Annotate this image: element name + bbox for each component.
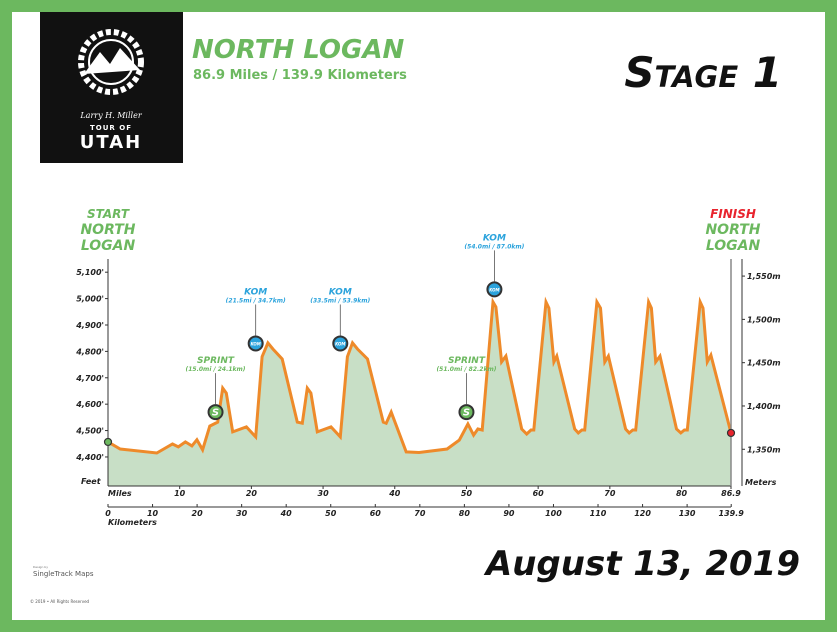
y-label-meters: Meters — [745, 478, 777, 487]
y-label-feet: Feet — [81, 477, 102, 486]
km-tick-label: 0 — [105, 509, 111, 518]
start-label-3: LOGAN — [81, 238, 136, 254]
kom-detail: (21.5mi / 34.7km) — [226, 297, 286, 304]
x-label-miles: Miles — [108, 489, 132, 498]
kom-icon-glyph: KOM — [489, 287, 499, 292]
mile-tick-label: 40 — [388, 489, 401, 498]
finish-label-2: NORTH — [705, 222, 760, 238]
sprint-detail: (51.0mi / 82.2km) — [436, 366, 496, 373]
logo-line2: UTAH — [80, 132, 143, 153]
km-tick-label: 90 — [503, 509, 515, 518]
kom-title: KOM — [244, 287, 267, 297]
tour-of-utah-logo: Larry H. Miller TOUR OF UTAH — [40, 12, 183, 163]
km-tick-label: 110 — [590, 509, 607, 518]
feet-tick-label: 4,700' — [75, 374, 104, 383]
sprint-icon-glyph: S — [463, 408, 470, 419]
sprint-icon-glyph: S — [212, 408, 219, 419]
kom-title: KOM — [329, 287, 352, 297]
finish-label-1: FINISH — [710, 207, 756, 221]
kom-detail: (54.0mi / 87.0km) — [464, 243, 524, 250]
mile-tick-label: 70 — [604, 489, 616, 498]
meter-tick-label: 1,350m — [747, 445, 781, 454]
kom-icon — [486, 281, 503, 298]
feet-tick-label: 5,100' — [76, 268, 104, 277]
sprint-icon — [458, 404, 475, 421]
feet-tick-label: 4,600' — [75, 400, 104, 409]
start-label: START NORTH LOGAN — [80, 207, 135, 254]
mile-tick-label: 80 — [676, 489, 688, 498]
mile-tick-label: 10 — [174, 489, 186, 498]
finish-marker — [726, 428, 736, 438]
kom-icon-glyph: KOM — [251, 341, 261, 346]
elevation-line — [107, 296, 733, 455]
km-tick-label: 139.9 — [719, 509, 745, 518]
start-label-2: NORTH — [80, 222, 135, 238]
mile-tick-label: 30 — [318, 489, 330, 498]
km-tick-label: 50 — [325, 509, 337, 518]
km-tick-label: 100 — [545, 509, 562, 518]
km-tick-label: 60 — [370, 509, 382, 518]
km-tick-label: 20 — [192, 509, 204, 518]
feet-tick-label: 4,400' — [75, 453, 104, 462]
meter-tick-label: 1,550m — [747, 272, 781, 281]
km-tick-label: 130 — [679, 509, 696, 518]
finish-label-3: LOGAN — [706, 238, 761, 254]
km-tick-label: 120 — [634, 509, 651, 518]
stage-number: Stage 1 — [624, 48, 782, 97]
elevation-area — [108, 302, 731, 486]
sprint-title: SPRINT — [448, 356, 486, 366]
kom-title: KOM — [483, 233, 506, 243]
feet-tick-label: 4,500' — [75, 427, 104, 436]
elevation-chart: 4,400' 4,500' 4,600' 4,700' 4,800' 4,900' 5,00… — [75, 233, 780, 527]
mile-tick-label: 60 — [533, 489, 545, 498]
kom-icon — [247, 335, 264, 352]
kom-icon-glyph: KOM — [335, 341, 345, 346]
mile-tick-label: 86.9 — [721, 489, 741, 498]
finish-label: FINISH NORTH LOGAN — [705, 207, 760, 254]
sprint-detail: (15.0mi / 24.1km) — [186, 366, 246, 373]
meter-tick-label: 1,400m — [747, 402, 781, 411]
km-tick-label: 80 — [459, 509, 471, 518]
logo-signature: Larry H. Miller — [79, 111, 142, 120]
stage-distance: 86.9 Miles / 139.9 Kilometers — [193, 68, 407, 83]
x-label-km: Kilometers — [108, 518, 157, 527]
start-marker — [103, 437, 113, 447]
feet-tick-label: 4,900' — [75, 321, 104, 330]
meter-tick-label: 1,500m — [747, 315, 781, 324]
kom-detail: (33.5mi / 53.9km) — [310, 297, 370, 304]
credit-small: Design by — [33, 565, 48, 569]
km-tick-label: 40 — [280, 509, 293, 518]
meter-tick-label: 1,450m — [747, 359, 781, 368]
credit: SingleTrack Maps — [33, 570, 94, 578]
stage-title: NORTH LOGAN — [192, 35, 404, 65]
feet-tick-label: 4,800' — [75, 347, 104, 356]
mile-tick-label: 20 — [246, 489, 258, 498]
copyright: © 2019 • All Rights Reserved — [30, 599, 90, 604]
km-tick-label: 30 — [236, 509, 248, 518]
kom-icon — [332, 335, 349, 352]
feet-tick-label: 5,000' — [76, 295, 104, 304]
sprint-title: SPRINT — [197, 356, 235, 366]
km-tick-label: 10 — [147, 509, 159, 518]
start-label-1: START — [87, 207, 130, 221]
stage-date: August 13, 2019 — [483, 544, 800, 584]
sprint-icon — [207, 404, 224, 421]
logo-line1: TOUR OF — [90, 124, 132, 132]
mile-tick-label: 50 — [461, 489, 473, 498]
km-tick-label: 70 — [414, 509, 426, 518]
